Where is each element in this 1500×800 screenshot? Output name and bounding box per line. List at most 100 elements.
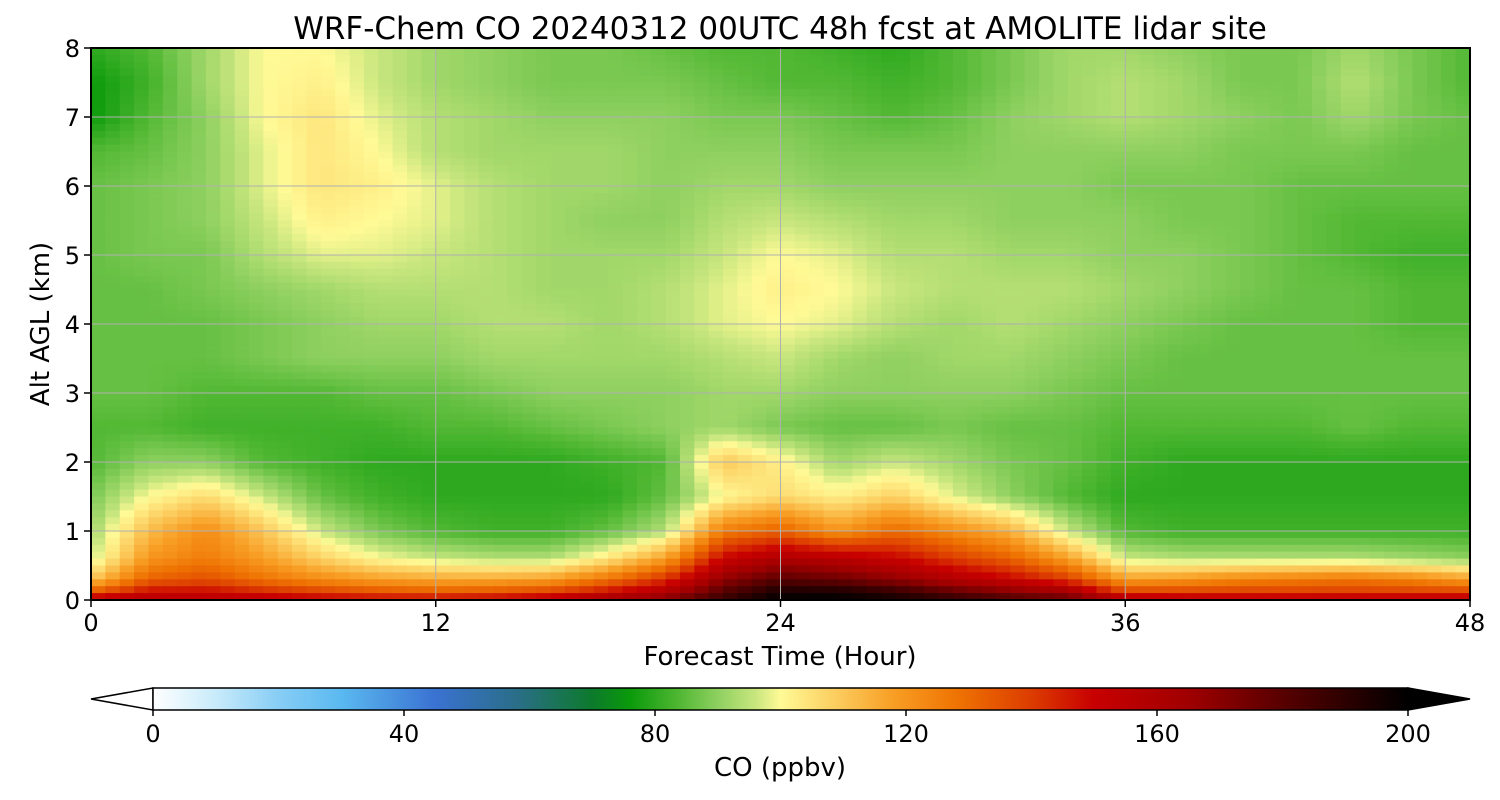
heatmap-cell: [794, 117, 810, 125]
heatmap-cell: [1053, 213, 1069, 222]
heatmap-cell: [234, 261, 250, 270]
heatmap-cell: [536, 172, 552, 180]
heatmap-cell: [651, 324, 667, 332]
heatmap-cell: [694, 337, 710, 346]
heatmap-cell: [277, 110, 293, 118]
heatmap-cell: [91, 123, 106, 132]
heatmap-cell: [263, 227, 279, 235]
heatmap-cell: [1283, 151, 1299, 159]
heatmap-cell: [435, 110, 451, 118]
heatmap-cell: [464, 282, 480, 291]
heatmap-cell: [1426, 337, 1442, 346]
heatmap-cell: [837, 351, 853, 360]
heatmap-cell: [837, 268, 853, 277]
heatmap-cell: [1311, 54, 1327, 63]
heatmap-cell: [967, 123, 983, 132]
heatmap-cell: [1010, 289, 1026, 297]
heatmap-cell: [220, 192, 236, 201]
heatmap-cell: [306, 227, 322, 235]
heatmap-cell: [378, 48, 394, 56]
heatmap-cell: [105, 61, 121, 70]
heatmap-cell: [881, 165, 897, 173]
heatmap-cell: [708, 137, 724, 146]
heatmap-cell: [881, 268, 897, 277]
heatmap-cell: [1311, 82, 1327, 90]
heatmap-cell: [105, 234, 121, 242]
heatmap-cell: [1182, 275, 1198, 284]
heatmap-cell: [464, 365, 480, 373]
heatmap-cell: [1197, 130, 1213, 139]
heatmap-cell: [521, 96, 537, 104]
heatmap-cell: [105, 137, 121, 146]
heatmap-cell: [938, 241, 954, 249]
heatmap-cell: [1297, 117, 1313, 125]
heatmap-cell: [91, 282, 106, 291]
heatmap-cell: [895, 206, 911, 215]
heatmap-cell: [421, 310, 437, 318]
heatmap-cell: [119, 186, 135, 194]
heatmap-cell: [1326, 386, 1342, 394]
heatmap-cell: [1153, 192, 1169, 201]
heatmap-cell: [1010, 75, 1026, 84]
heatmap-cell: [349, 144, 365, 153]
heatmap-cell: [263, 110, 279, 118]
heatmap-cell: [694, 386, 710, 394]
heatmap-cell: [1283, 227, 1299, 235]
heatmap-cell: [536, 386, 552, 394]
heatmap-cell: [220, 103, 236, 111]
heatmap-cell: [895, 48, 911, 56]
heatmap-cell: [1455, 137, 1470, 146]
heatmap-cell: [493, 199, 509, 208]
heatmap-cell: [1398, 282, 1414, 291]
heatmap-cell: [1426, 96, 1442, 104]
heatmap-cell: [766, 130, 782, 139]
heatmap-cell: [464, 172, 480, 180]
heatmap-cell: [148, 68, 164, 77]
heatmap-cell: [737, 144, 753, 153]
heatmap-cell: [1340, 213, 1356, 222]
heatmap-cell: [651, 358, 667, 366]
heatmap-cell: [464, 54, 480, 63]
heatmap-cell: [1125, 282, 1141, 291]
heatmap-cell: [1225, 186, 1241, 194]
heatmap-cell: [1096, 89, 1112, 97]
heatmap-cell: [780, 158, 796, 166]
heatmap-cell: [1412, 206, 1428, 215]
heatmap-cell: [292, 296, 308, 304]
heatmap-cell: [507, 158, 523, 166]
heatmap-cell: [852, 282, 868, 291]
heatmap-cell: [134, 68, 150, 77]
heatmap-cell: [1326, 399, 1342, 408]
heatmap-cell: [105, 123, 121, 132]
heatmap-cell: [608, 386, 624, 394]
heatmap-cell: [234, 75, 250, 84]
heatmap-cell: [593, 54, 609, 63]
heatmap-cell: [1067, 186, 1083, 194]
heatmap-cell: [866, 206, 882, 215]
heatmap-cell: [708, 282, 724, 291]
heatmap-cell: [1340, 172, 1356, 180]
heatmap-cell: [1240, 261, 1256, 270]
heatmap-cell: [277, 117, 293, 125]
heatmap-cell: [478, 82, 494, 90]
heatmap-cell: [320, 110, 336, 118]
heatmap-cell: [995, 206, 1011, 215]
heatmap-cell: [981, 268, 997, 277]
heatmap-cell: [1039, 248, 1055, 256]
heatmap-cell: [493, 268, 509, 277]
heatmap-cell: [579, 151, 595, 159]
heatmap-cell: [1355, 48, 1371, 56]
heatmap-cell: [493, 137, 509, 146]
heatmap-cell: [1168, 117, 1184, 125]
heatmap-cell: [866, 68, 882, 77]
heatmap-cell: [392, 310, 408, 318]
heatmap-cell: [536, 117, 552, 125]
heatmap-cell: [1211, 248, 1227, 256]
heatmap-cell: [1053, 61, 1069, 70]
heatmap-cell: [636, 227, 652, 235]
heatmap-cell: [119, 399, 135, 408]
heatmap-cell: [249, 241, 264, 249]
heatmap-cell: [665, 172, 681, 180]
heatmap-cell: [105, 399, 121, 408]
heatmap-cell: [177, 54, 193, 63]
